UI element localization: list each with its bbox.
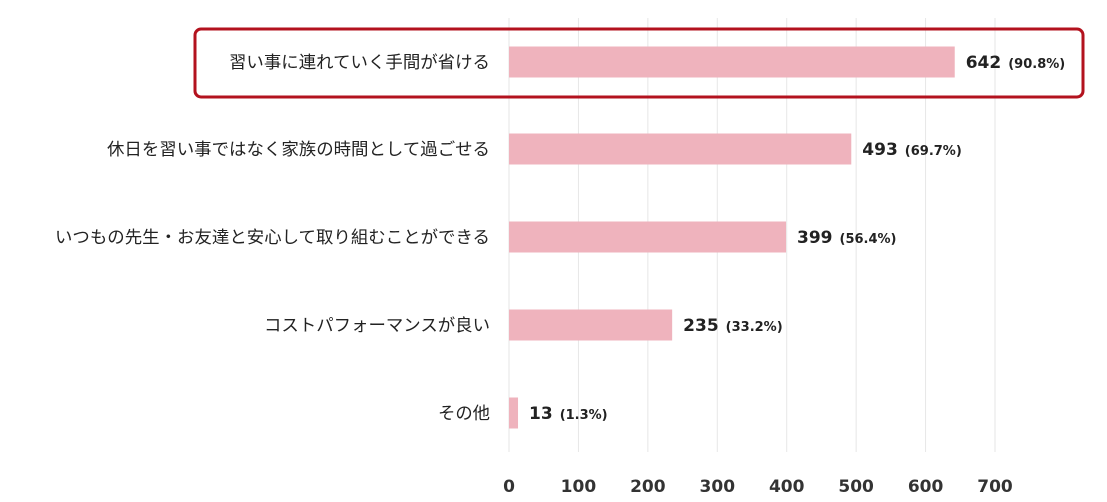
bar — [509, 46, 955, 78]
category-label: コストパフォーマンスが良い — [264, 316, 490, 336]
value-percent: (1.3%) — [560, 408, 608, 423]
value-number: 235 — [683, 316, 719, 336]
x-tick-label: 400 — [769, 477, 805, 497]
highlight-box — [193, 27, 1085, 99]
value-percent: (69.7%) — [905, 144, 962, 159]
value-label: 399 (56.4%) — [797, 228, 896, 248]
value-number: 493 — [862, 140, 898, 160]
bars — [509, 46, 955, 429]
value-percent: (56.4%) — [840, 232, 897, 247]
category-labels: 習い事に連れていく手間が省ける休日を習い事ではなく家族の時間として過ごせるいつも… — [55, 53, 490, 424]
value-number: 13 — [529, 404, 553, 424]
x-tick-label: 100 — [561, 477, 597, 497]
x-tick-label: 500 — [838, 477, 874, 497]
category-label: 休日を習い事ではなく家族の時間として過ごせる — [107, 140, 490, 160]
x-axis-ticks: 0 100 200 300 400 500 600 700 — [503, 477, 1013, 497]
bar — [509, 397, 519, 429]
x-tick-label: 700 — [977, 477, 1013, 497]
x-tick-label: 300 — [700, 477, 736, 497]
bar — [509, 133, 852, 165]
value-label: 13 (1.3%) — [529, 404, 608, 424]
value-number: 642 — [966, 53, 1002, 73]
category-label: 習い事に連れていく手間が省ける — [229, 53, 490, 73]
bar — [509, 309, 673, 341]
value-label: 235 (33.2%) — [683, 316, 782, 336]
x-tick-label: 0 — [503, 477, 515, 497]
value-number: 399 — [797, 228, 833, 248]
value-label: 493 (69.7%) — [862, 140, 961, 160]
value-label: 642 (90.8%) — [966, 53, 1065, 73]
x-tick-label: 600 — [908, 477, 944, 497]
value-labels: 642 (90.8%) 493 (69.7%) 399 (56.4%) 235 (33.2%)… — [529, 53, 1065, 424]
category-label: その他 — [438, 404, 490, 424]
category-label: いつもの先生・お友達と安心して取り組むことができる — [55, 228, 490, 248]
x-tick-label: 200 — [630, 477, 666, 497]
bar — [509, 221, 787, 253]
value-percent: (33.2%) — [726, 320, 783, 335]
value-percent: (90.8%) — [1008, 57, 1065, 72]
